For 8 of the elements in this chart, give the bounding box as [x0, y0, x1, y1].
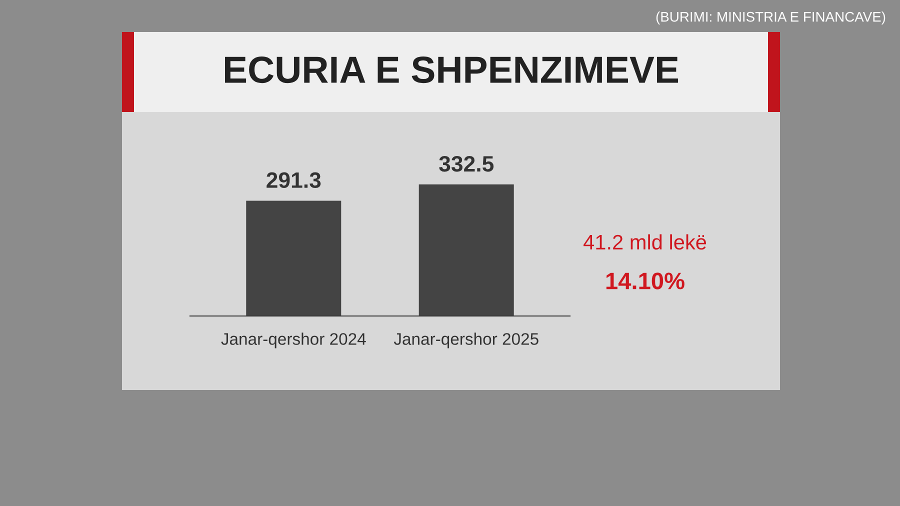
text: 41.2 mld lekë: [584, 234, 706, 250]
x-tick-label: Janar-qershor 2024: [221, 332, 366, 348]
text: 14.10%: [606, 272, 684, 290]
text: (BURIMI: MINISTRIA E FINANCAVE): [656, 12, 886, 24]
data-label: 332.5: [439, 156, 494, 172]
data-label: 291.3: [266, 172, 321, 188]
chart-title: ECURIA E SHPENZIMEVE: [225, 56, 678, 84]
x-tick-label: Janar-qershor 2025: [394, 332, 538, 348]
